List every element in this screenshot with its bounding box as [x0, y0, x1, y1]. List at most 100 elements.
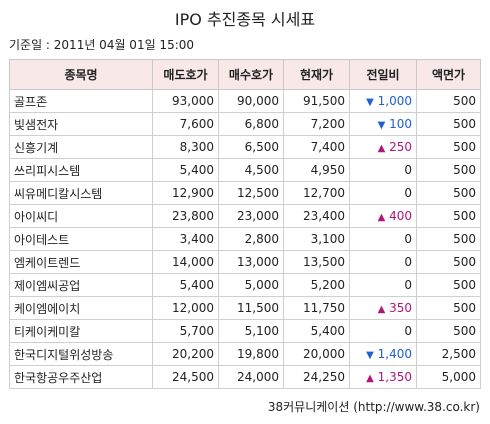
- buy-price: 6,800: [218, 112, 284, 136]
- stock-name: 신흥기계: [9, 135, 153, 159]
- buy-price: 5,100: [218, 319, 284, 343]
- change-value: 0: [404, 186, 412, 200]
- face-value: 5,000: [416, 365, 481, 389]
- table-row: 한국디지털위성방송 20,200 19,800 20,000 ▼ 1,400 2,500: [9, 342, 481, 366]
- face-value: 500: [416, 296, 481, 320]
- price-change: ▼ 1,000: [349, 89, 417, 113]
- ipo-price-table: 종목명 매도호가 매수호가 현재가 전일비 액면가 골프존 93,000 90,00…: [9, 59, 481, 389]
- change-value: 250: [389, 140, 412, 154]
- table-row: 빛샘전자 7,600 6,800 7,200 ▼ 100 500: [9, 112, 481, 136]
- sell-price: 12,900: [152, 181, 219, 205]
- table-row: 케이엠에이치 12,000 11,500 11,750 ▲ 350 500: [9, 296, 481, 320]
- sell-price: 8,300: [152, 135, 219, 159]
- current-price: 7,200: [283, 112, 350, 136]
- face-value: 500: [416, 158, 481, 182]
- face-value: 500: [416, 204, 481, 228]
- up-arrow-icon: ▲: [377, 143, 386, 154]
- face-value: 500: [416, 181, 481, 205]
- price-change: ▼ 100: [349, 112, 417, 136]
- stock-name: 씨유메디칼시스템: [9, 181, 153, 205]
- buy-price: 2,800: [218, 227, 284, 251]
- column-header-face: 액면가: [416, 59, 481, 90]
- buy-price: 13,000: [218, 250, 284, 274]
- sell-price: 5,400: [152, 158, 219, 182]
- stock-name: 제이엠씨공업: [9, 273, 153, 297]
- up-arrow-icon: ▲: [366, 373, 374, 384]
- sell-price: 23,800: [152, 204, 219, 228]
- up-arrow-icon: ▲: [377, 212, 386, 223]
- current-price: 4,950: [283, 158, 350, 182]
- sell-price: 14,000: [152, 250, 219, 274]
- table-row: 신흥기계 8,300 6,500 7,400 ▲ 250 500: [9, 135, 481, 159]
- face-value: 500: [416, 319, 481, 343]
- buy-price: 24,000: [218, 365, 284, 389]
- table-row: 엠케이트렌드 14,000 13,000 13,500 0 500: [9, 250, 481, 274]
- price-change: 0: [349, 250, 417, 274]
- source-credit: 38커뮤니케이션 (http://www.38.co.kr): [267, 400, 480, 414]
- buy-price: 5,000: [218, 273, 284, 297]
- change-value: 0: [404, 278, 412, 292]
- current-price: 12,700: [283, 181, 350, 205]
- face-value: 2,500: [416, 342, 481, 366]
- face-value: 500: [416, 89, 481, 113]
- face-value: 500: [416, 135, 481, 159]
- change-value: 100: [389, 117, 412, 131]
- price-change: 0: [349, 319, 417, 343]
- buy-price: 90,000: [218, 89, 284, 113]
- sell-price: 20,200: [152, 342, 219, 366]
- down-arrow-icon: ▼: [366, 350, 374, 361]
- buy-price: 4,500: [218, 158, 284, 182]
- price-change: ▲ 1,350: [349, 365, 417, 389]
- current-price: 91,500: [283, 89, 350, 113]
- change-value: 1,350: [377, 370, 412, 384]
- change-value: 0: [404, 324, 412, 338]
- column-header-name: 종목명: [9, 59, 153, 90]
- sell-price: 24,500: [152, 365, 219, 389]
- stock-name: 한국디지털위성방송: [9, 342, 153, 366]
- stock-name: 케이엠에이치: [9, 296, 153, 320]
- table-row: 티케이케미칼 5,700 5,100 5,400 0 500: [9, 319, 481, 343]
- up-arrow-icon: ▲: [377, 304, 386, 315]
- stock-name: 아이테스트: [9, 227, 153, 251]
- buy-price: 6,500: [218, 135, 284, 159]
- column-header-current: 현재가: [283, 59, 350, 90]
- table-row: 아이씨디 23,800 23,000 23,400 ▲ 400 500: [9, 204, 481, 228]
- current-price: 7,400: [283, 135, 350, 159]
- change-value: 1,000: [377, 94, 412, 108]
- column-header-change: 전일비: [349, 59, 417, 90]
- price-change: 0: [349, 273, 417, 297]
- stock-name: 빛샘전자: [9, 112, 153, 136]
- stock-name: 아이씨디: [9, 204, 153, 228]
- buy-price: 12,500: [218, 181, 284, 205]
- current-price: 5,400: [283, 319, 350, 343]
- table-row: 한국항공우주산업 24,500 24,000 24,250 ▲ 1,350 5,000: [9, 365, 481, 389]
- price-change: ▲ 400: [349, 204, 417, 228]
- sell-price: 12,000: [152, 296, 219, 320]
- sell-price: 7,600: [152, 112, 219, 136]
- buy-price: 23,000: [218, 204, 284, 228]
- stock-name: 한국항공우주산업: [9, 365, 153, 389]
- change-value: 0: [404, 232, 412, 246]
- buy-price: 11,500: [218, 296, 284, 320]
- stock-name: 엠케이트렌드: [9, 250, 153, 274]
- change-value: 0: [404, 163, 412, 177]
- price-change: ▼ 1,400: [349, 342, 417, 366]
- price-change: 0: [349, 227, 417, 251]
- current-price: 13,500: [283, 250, 350, 274]
- face-value: 500: [416, 227, 481, 251]
- price-change: ▲ 350: [349, 296, 417, 320]
- sell-price: 3,400: [152, 227, 219, 251]
- price-change: 0: [349, 158, 417, 182]
- table-header-row: 종목명 매도호가 매수호가 현재가 전일비 액면가: [9, 59, 481, 90]
- current-price: 3,100: [283, 227, 350, 251]
- buy-price: 19,800: [218, 342, 284, 366]
- price-change: ▲ 250: [349, 135, 417, 159]
- sell-price: 5,700: [152, 319, 219, 343]
- down-arrow-icon: ▼: [377, 120, 386, 131]
- table-row: 제이엠씨공업 5,400 5,000 5,200 0 500: [9, 273, 481, 297]
- sell-price: 5,400: [152, 273, 219, 297]
- change-value: 400: [389, 209, 412, 223]
- face-value: 500: [416, 112, 481, 136]
- price-change: 0: [349, 181, 417, 205]
- table-row: 아이테스트 3,400 2,800 3,100 0 500: [9, 227, 481, 251]
